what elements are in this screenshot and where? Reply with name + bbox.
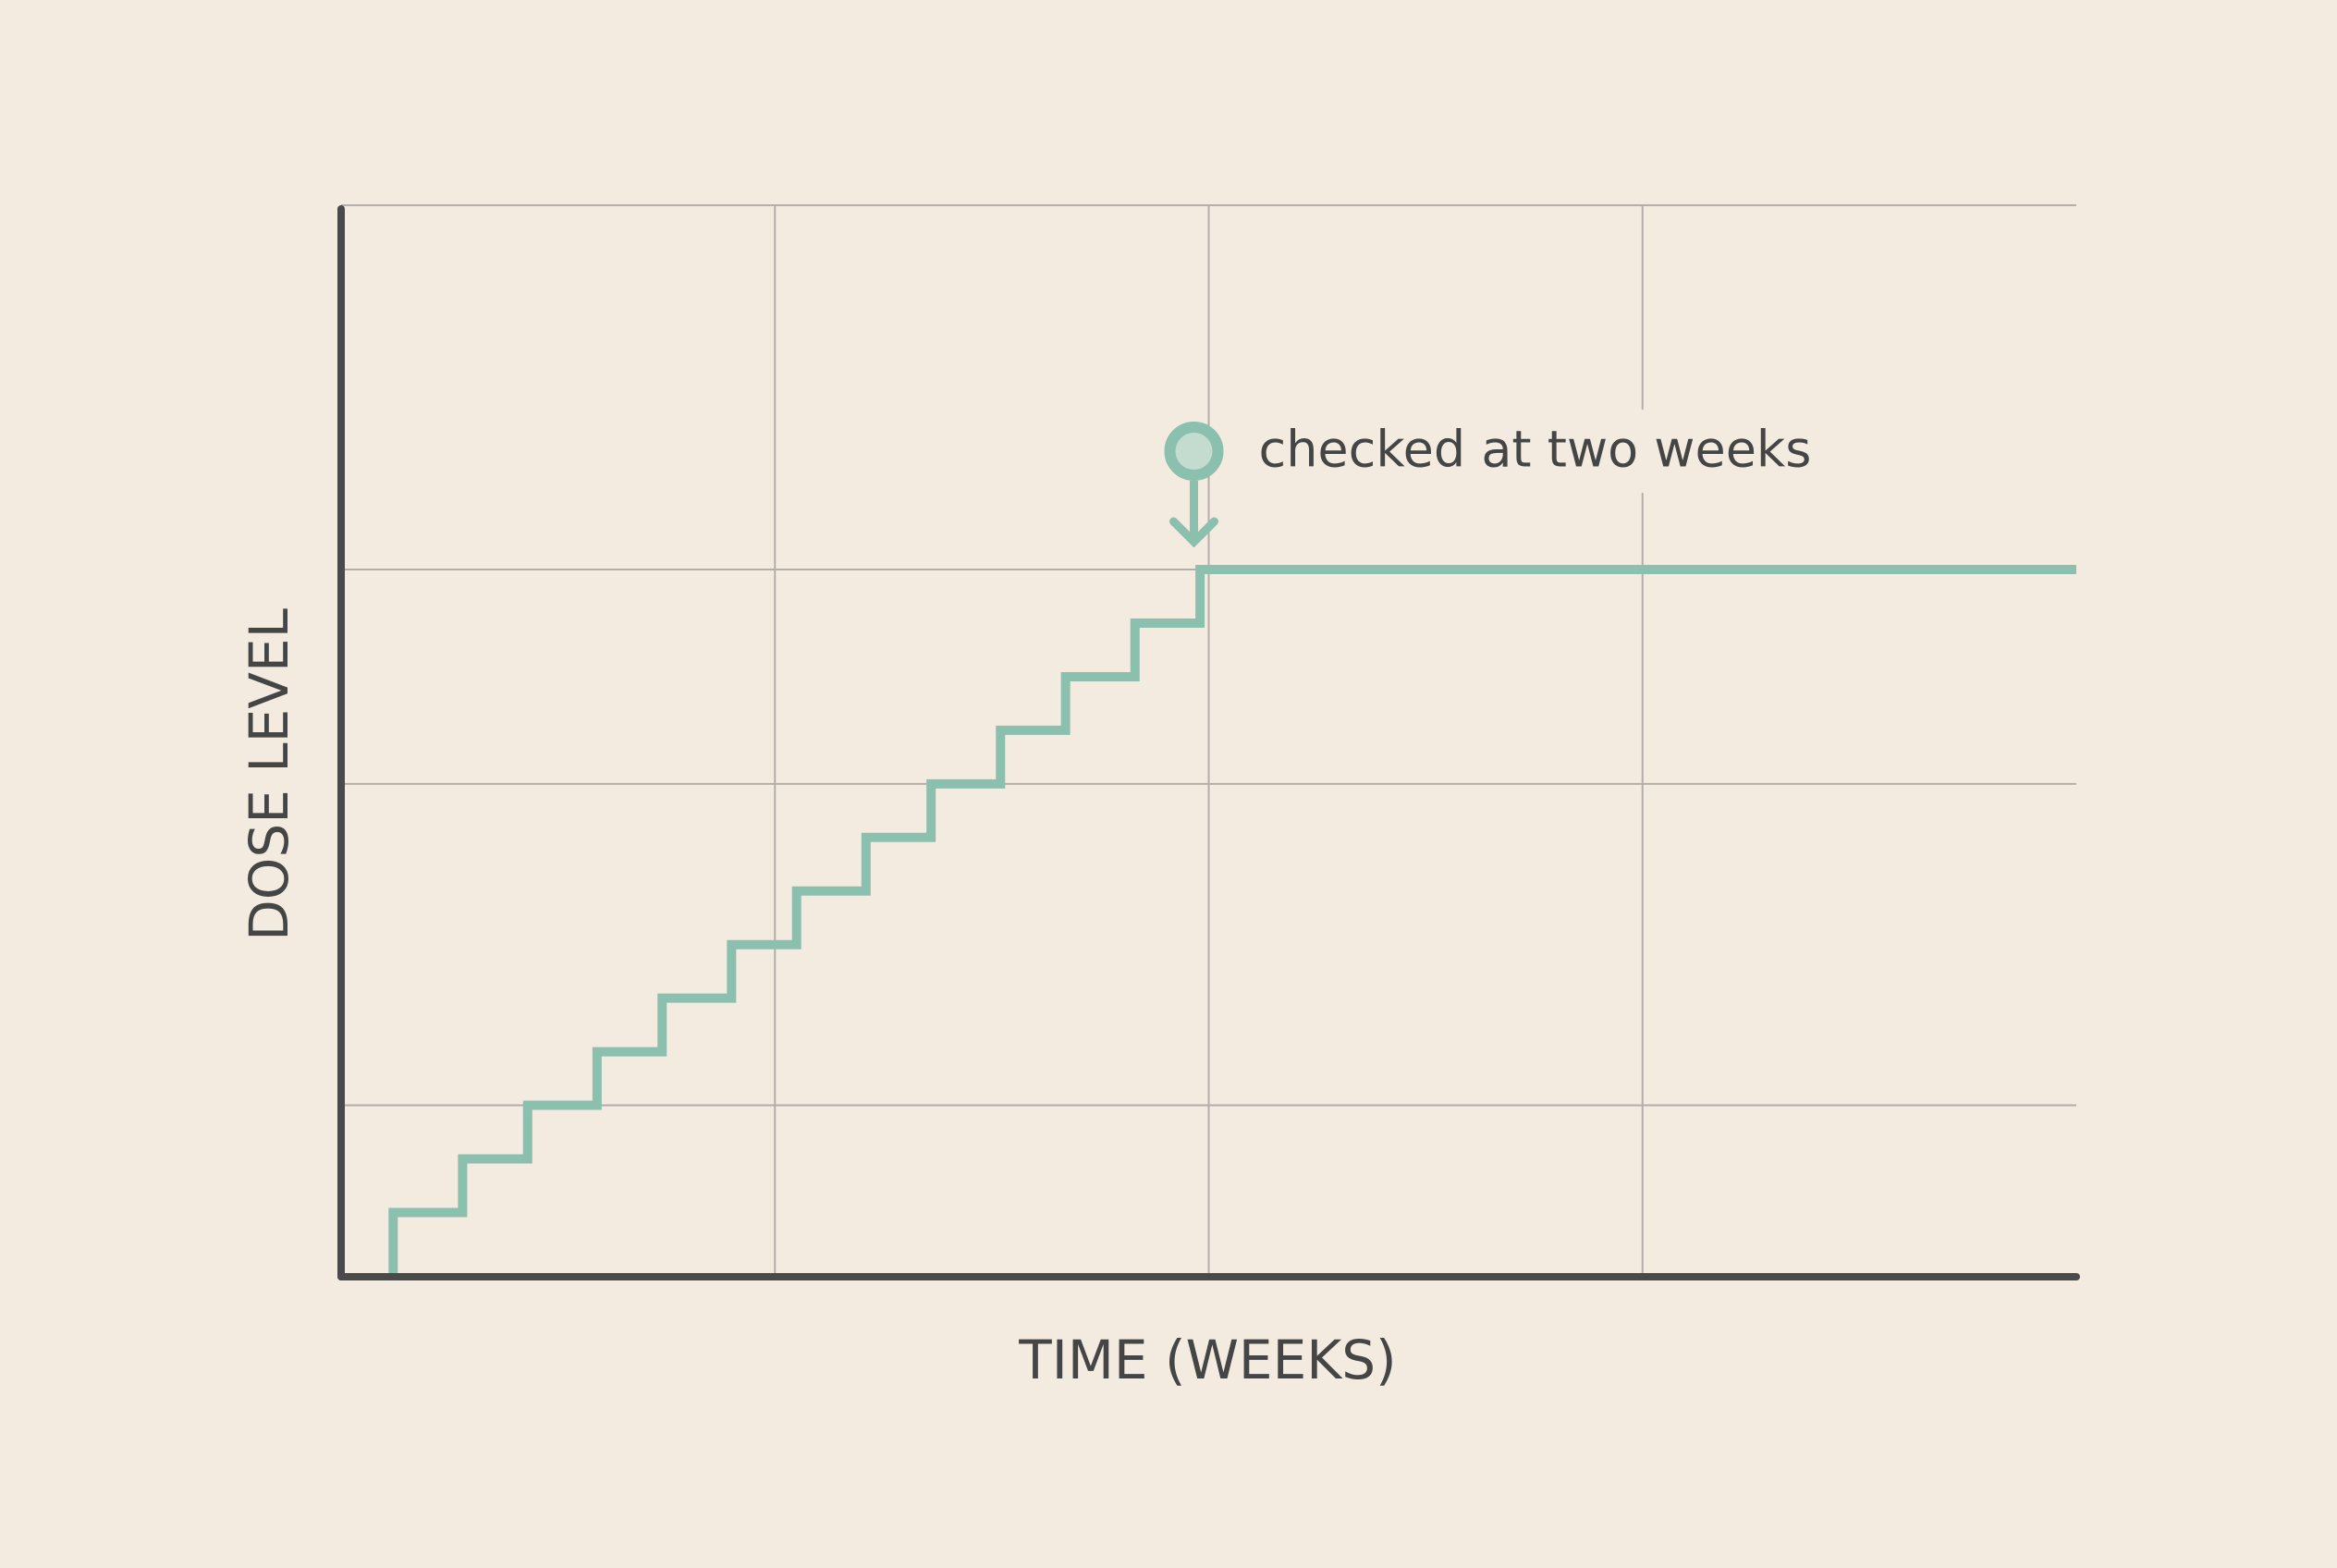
annotation-arrowhead — [1169, 517, 1218, 548]
annotation-background — [1240, 410, 1832, 494]
y-axis-label: DOSE LEVEL — [238, 608, 300, 941]
dose-line — [388, 565, 2076, 1277]
annotation-text: checked at two weeks — [1259, 421, 1812, 479]
x-axis-label: TIME (WEEKS) — [1018, 1329, 1396, 1391]
annotation-marker — [1164, 422, 1224, 482]
